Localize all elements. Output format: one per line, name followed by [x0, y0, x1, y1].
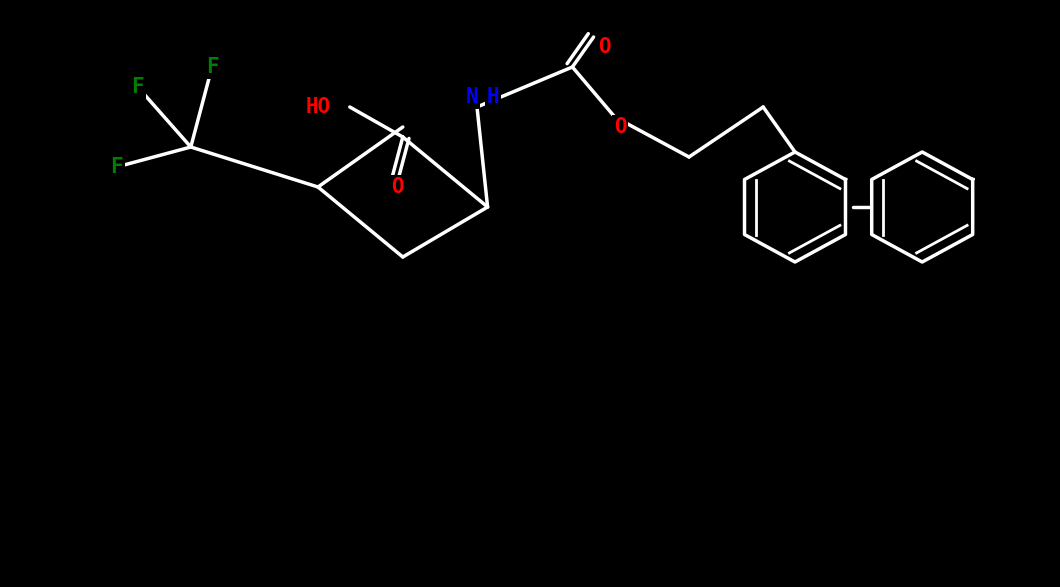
Text: F: F — [131, 77, 144, 97]
Text: O: O — [614, 117, 626, 137]
Text: O: O — [598, 37, 611, 57]
Text: O: O — [391, 177, 404, 197]
Text: F: F — [206, 57, 218, 77]
Text: HO: HO — [305, 97, 331, 117]
Text: F: F — [110, 157, 123, 177]
Text: H: H — [487, 87, 499, 107]
Text: N: N — [465, 87, 478, 107]
